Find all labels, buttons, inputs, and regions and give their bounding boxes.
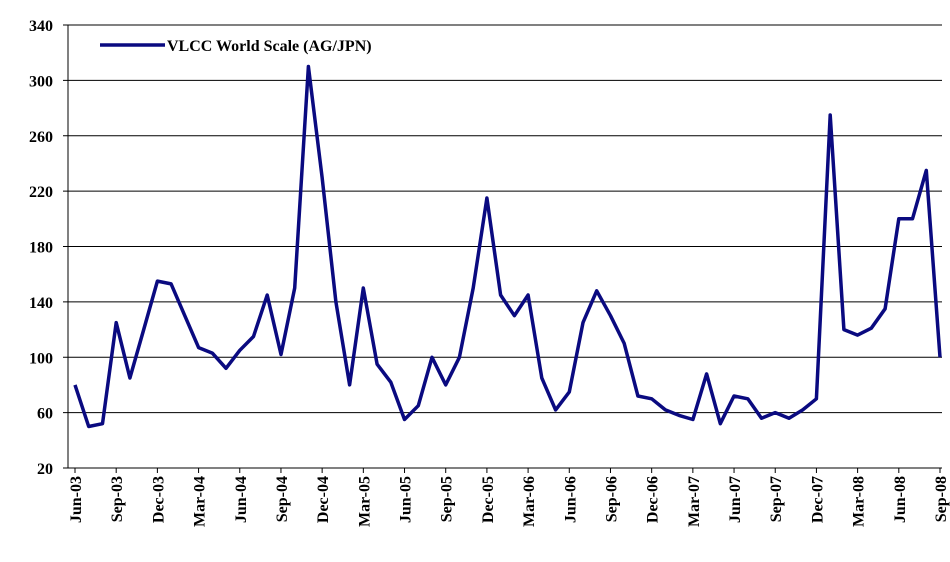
x-tick-label: Jun-05 — [398, 476, 415, 523]
legend-label: VLCC World Scale (AG/JPN) — [167, 38, 372, 55]
y-tick-label: 140 — [29, 295, 53, 312]
x-tick-label: Mar-08 — [851, 476, 868, 527]
x-tick-label: Jun-03 — [68, 476, 85, 523]
x-tick-label: Mar-07 — [686, 476, 703, 527]
x-tick-label: Sep-08 — [933, 476, 950, 522]
x-tick-label: Dec-06 — [645, 476, 662, 523]
x-tick-label: Dec-04 — [315, 476, 332, 523]
y-tick-label: 100 — [29, 350, 53, 367]
y-tick-label: 20 — [37, 461, 53, 478]
y-tick-label: 340 — [29, 18, 53, 35]
x-tick-label: Sep-03 — [109, 476, 126, 522]
x-tick-label: Mar-06 — [521, 476, 538, 527]
x-tick-label: Sep-05 — [439, 476, 456, 522]
x-tick-label: Jun-04 — [233, 476, 250, 523]
x-tick-label: Sep-04 — [274, 476, 291, 522]
x-tick-label: Jun-07 — [727, 476, 744, 523]
x-tick-label: Jun-06 — [562, 476, 579, 523]
y-tick-label: 180 — [29, 240, 53, 257]
x-tick-label: Dec-07 — [809, 476, 826, 523]
y-tick-label: 260 — [29, 129, 53, 146]
y-tick-label: 60 — [37, 406, 53, 423]
y-tick-label: 300 — [29, 73, 53, 90]
x-tick-label: Dec-03 — [150, 476, 167, 523]
x-tick-label: Mar-05 — [356, 476, 373, 527]
x-tick-label: Sep-07 — [768, 476, 785, 522]
y-tick-label: 220 — [29, 184, 53, 201]
x-tick-label: Dec-05 — [480, 476, 497, 523]
x-tick-label: Jun-08 — [892, 476, 909, 523]
x-tick-label: Mar-04 — [192, 476, 209, 527]
x-tick-label: Sep-06 — [603, 476, 620, 522]
data-line — [73, 64, 942, 429]
